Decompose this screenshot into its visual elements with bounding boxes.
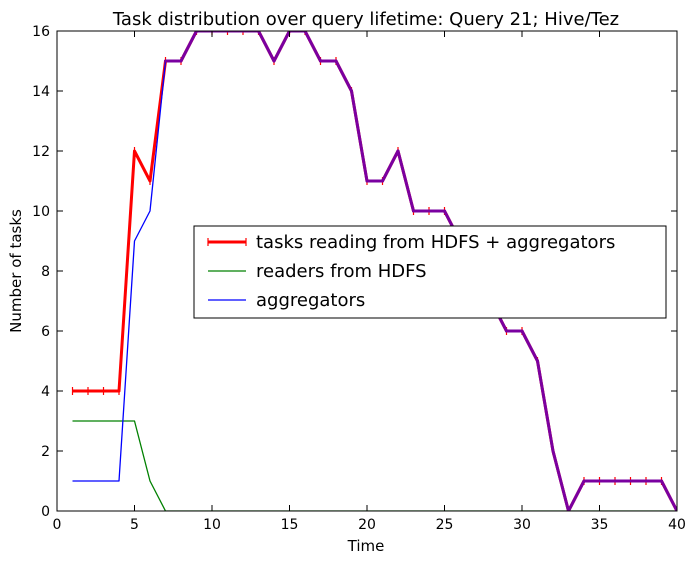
- overlap-segment: [381, 149, 400, 183]
- overlap-segment: [551, 449, 570, 511]
- y-tick-label: 14: [32, 84, 50, 100]
- legend-label: readers from HDFS: [256, 261, 427, 282]
- x-tick-label: 5: [130, 517, 139, 533]
- x-tick-label: 20: [358, 517, 376, 533]
- y-tick-label: 12: [32, 144, 50, 160]
- axis-ticks: 0 5 10 15 20 25 30 35 40 0 2 4 6 8 10 12 14 16: [32, 24, 686, 533]
- legend-label: tasks reading from HDFS + aggregators: [256, 232, 615, 253]
- legend-item: tasks reading from HDFS + aggregators: [207, 232, 615, 253]
- x-tick-label: 25: [436, 517, 454, 533]
- x-tick-label: 0: [53, 517, 62, 533]
- x-tick-label: 35: [591, 517, 609, 533]
- legend-item: readers from HDFS: [208, 261, 427, 282]
- y-tick-label: 4: [41, 384, 50, 400]
- overlap-segment: [350, 89, 369, 183]
- x-axis-label: Time: [347, 537, 385, 555]
- series-line-readers-from-hdfs: [72, 420, 677, 511]
- y-tick-label: 16: [32, 24, 50, 40]
- overlap-segment: [334, 59, 353, 93]
- y-tick-label: 8: [41, 264, 50, 280]
- chart-title: Task distribution over query lifetime: Q…: [112, 9, 619, 30]
- x-tick-label: 10: [203, 517, 221, 533]
- legend-label: aggregators: [256, 290, 365, 311]
- legend-box: [193, 225, 667, 319]
- y-tick-label: 6: [41, 324, 50, 340]
- y-axis-label: Number of tasks: [7, 209, 25, 333]
- overlap-segment: [257, 31, 276, 63]
- overlap-segment: [179, 31, 198, 63]
- y-tick-label: 2: [41, 444, 50, 460]
- overlap-segment: [520, 329, 539, 363]
- overlap-segment: [303, 31, 322, 63]
- x-tick-label: 15: [281, 517, 299, 533]
- y-tick-label: 0: [41, 504, 50, 520]
- overlap-segment: [660, 479, 677, 511]
- overlap-segment: [567, 479, 586, 511]
- legend: tasks reading from HDFS + aggregators rea…: [193, 225, 667, 319]
- overlap-segment: [536, 359, 555, 453]
- y-tick-label: 10: [32, 204, 50, 220]
- overlap-segment: [272, 31, 291, 63]
- x-tick-label: 30: [513, 517, 531, 533]
- x-tick-label: 40: [668, 517, 686, 533]
- overlap-segment: [396, 149, 415, 213]
- legend-item: aggregators: [208, 290, 365, 311]
